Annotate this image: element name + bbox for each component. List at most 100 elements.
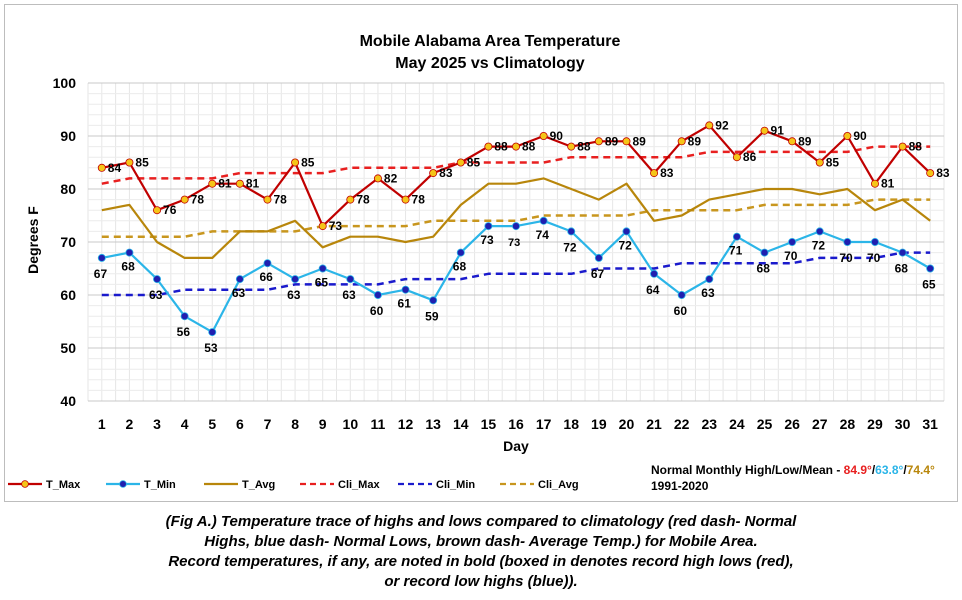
data-label-tmax: 91 bbox=[771, 124, 785, 138]
data-label-tmin: 63 bbox=[232, 286, 246, 300]
point-t-min bbox=[235, 275, 244, 284]
normals-high: 84.9° bbox=[844, 463, 872, 477]
x-tick-label: 31 bbox=[922, 416, 938, 432]
point-t-min bbox=[650, 269, 659, 278]
legend-label: T_Min bbox=[144, 479, 176, 491]
point-t-min bbox=[760, 248, 769, 257]
data-label-tmax: 76 bbox=[163, 203, 177, 217]
x-tick-label: 6 bbox=[236, 416, 244, 432]
x-tick-label: 17 bbox=[536, 416, 552, 432]
x-tick-label: 9 bbox=[319, 416, 327, 432]
data-label-tmax: 73 bbox=[329, 219, 343, 233]
x-tick-label: 27 bbox=[812, 416, 828, 432]
y-tick-label: 50 bbox=[60, 340, 76, 356]
point-t-max bbox=[926, 169, 935, 178]
point-t-max bbox=[429, 169, 438, 178]
data-label-tmin: 72 bbox=[812, 238, 826, 252]
x-tick-label: 25 bbox=[757, 416, 773, 432]
point-t-max bbox=[401, 195, 410, 204]
point-t-max bbox=[180, 195, 189, 204]
legend-label: T_Avg bbox=[242, 479, 275, 491]
data-label-tmax: 78 bbox=[412, 193, 426, 207]
normals-period: 1991-2020 bbox=[651, 479, 709, 493]
data-label-tmax: 82 bbox=[384, 171, 398, 185]
data-label-tmin: 67 bbox=[591, 267, 605, 281]
data-label-tmin: 59 bbox=[425, 309, 439, 323]
data-label-tmax: 83 bbox=[660, 166, 674, 180]
point-t-min bbox=[401, 285, 410, 294]
caption-line-1: (Fig A.) Temperature trace of highs and … bbox=[165, 513, 797, 530]
data-label-tmax: 88 bbox=[909, 140, 923, 154]
point-t-max bbox=[815, 158, 824, 167]
point-t-min bbox=[180, 312, 189, 321]
data-label-tmin: 72 bbox=[618, 238, 632, 252]
point-t-max bbox=[594, 137, 603, 146]
temperature-chart: Mobile Alabama Area Temperature May 2025… bbox=[8, 33, 950, 493]
point-t-min bbox=[926, 264, 935, 273]
data-label-tmin: 71 bbox=[729, 244, 743, 258]
point-t-max bbox=[291, 158, 300, 167]
chart-subtitle: May 2025 vs Climatology bbox=[395, 55, 585, 72]
data-label-tmax: 85 bbox=[135, 156, 149, 170]
point-t-max bbox=[153, 206, 162, 215]
point-t-max bbox=[208, 179, 217, 188]
data-label-tmax: 78 bbox=[191, 193, 205, 207]
data-label-tmin: 63 bbox=[287, 288, 301, 302]
data-label-tmax: 83 bbox=[439, 166, 453, 180]
data-label-tmax: 81 bbox=[218, 177, 232, 191]
x-tick-label: 3 bbox=[153, 416, 161, 432]
point-t-min bbox=[125, 248, 134, 257]
y-tick-label: 100 bbox=[53, 75, 77, 91]
point-t-max bbox=[677, 137, 686, 146]
y-tick-label: 80 bbox=[60, 181, 76, 197]
x-tick-label: 22 bbox=[674, 416, 690, 432]
point-t-min bbox=[567, 227, 576, 236]
data-label-tmax: 89 bbox=[632, 134, 646, 148]
legend-label: Cli_Max bbox=[338, 479, 380, 491]
data-label-tmax: 85 bbox=[826, 156, 840, 170]
point-t-max bbox=[235, 179, 244, 188]
point-t-min bbox=[815, 227, 824, 236]
point-t-min bbox=[898, 248, 907, 257]
x-tick-label: 8 bbox=[291, 416, 299, 432]
x-tick-label: 29 bbox=[867, 416, 883, 432]
data-labels: 84 85 76 78 81 81 78 85 73 78 82 78 83 85 88 88 90 88 89 89… bbox=[94, 118, 950, 355]
data-label-tmin: 73 bbox=[480, 233, 494, 247]
data-label-tmin: 63 bbox=[149, 288, 163, 302]
point-t-min bbox=[456, 248, 465, 257]
figure-caption: (Fig A.) Temperature trace of highs and … bbox=[0, 512, 962, 592]
data-label-tmin: 72 bbox=[563, 240, 577, 254]
data-label-tmax: 81 bbox=[881, 177, 895, 191]
data-label-tmin: 70 bbox=[839, 251, 853, 265]
data-label-tmin: 65 bbox=[315, 276, 329, 290]
data-label-tmin: 60 bbox=[370, 304, 384, 318]
data-label-tmin: 67 bbox=[94, 267, 108, 281]
x-tick-label: 14 bbox=[453, 416, 469, 432]
x-tick-label: 23 bbox=[702, 416, 718, 432]
data-label-tmin: 74 bbox=[536, 228, 550, 242]
point-t-max bbox=[870, 179, 879, 188]
point-t-min bbox=[705, 275, 714, 284]
x-axis-label: Day bbox=[503, 438, 529, 454]
y-tick-label: 60 bbox=[60, 287, 76, 303]
point-t-min bbox=[263, 259, 272, 268]
point-t-max bbox=[373, 174, 382, 183]
caption-line-4: or record low highs (blue)). bbox=[384, 573, 578, 590]
x-tick-label: 28 bbox=[840, 416, 856, 432]
x-tick-label: 11 bbox=[371, 416, 386, 432]
data-label-tmin: 61 bbox=[398, 297, 412, 311]
data-label-tmin: 64 bbox=[646, 283, 660, 297]
caption-line-2: Highs, blue dash- Normal Lows, brown das… bbox=[204, 533, 758, 550]
y-axis-label: Degrees F bbox=[25, 206, 41, 274]
point-t-max bbox=[705, 121, 714, 130]
legend-label: T_Max bbox=[46, 479, 81, 491]
chart-title: Mobile Alabama Area Temperature bbox=[360, 33, 621, 50]
data-label-tmax: 78 bbox=[356, 193, 370, 207]
y-tick-label: 70 bbox=[60, 234, 76, 250]
data-label-tmin: 53 bbox=[204, 341, 218, 355]
point-t-min bbox=[843, 237, 852, 246]
data-label-tmax: 88 bbox=[494, 140, 508, 154]
data-label-tmax: 90 bbox=[550, 129, 564, 143]
legend: T_Max T_Min T_Avg Cli_Max Cli_Min Cli_Avg bbox=[8, 479, 579, 491]
data-label-tmax: 81 bbox=[246, 177, 260, 191]
